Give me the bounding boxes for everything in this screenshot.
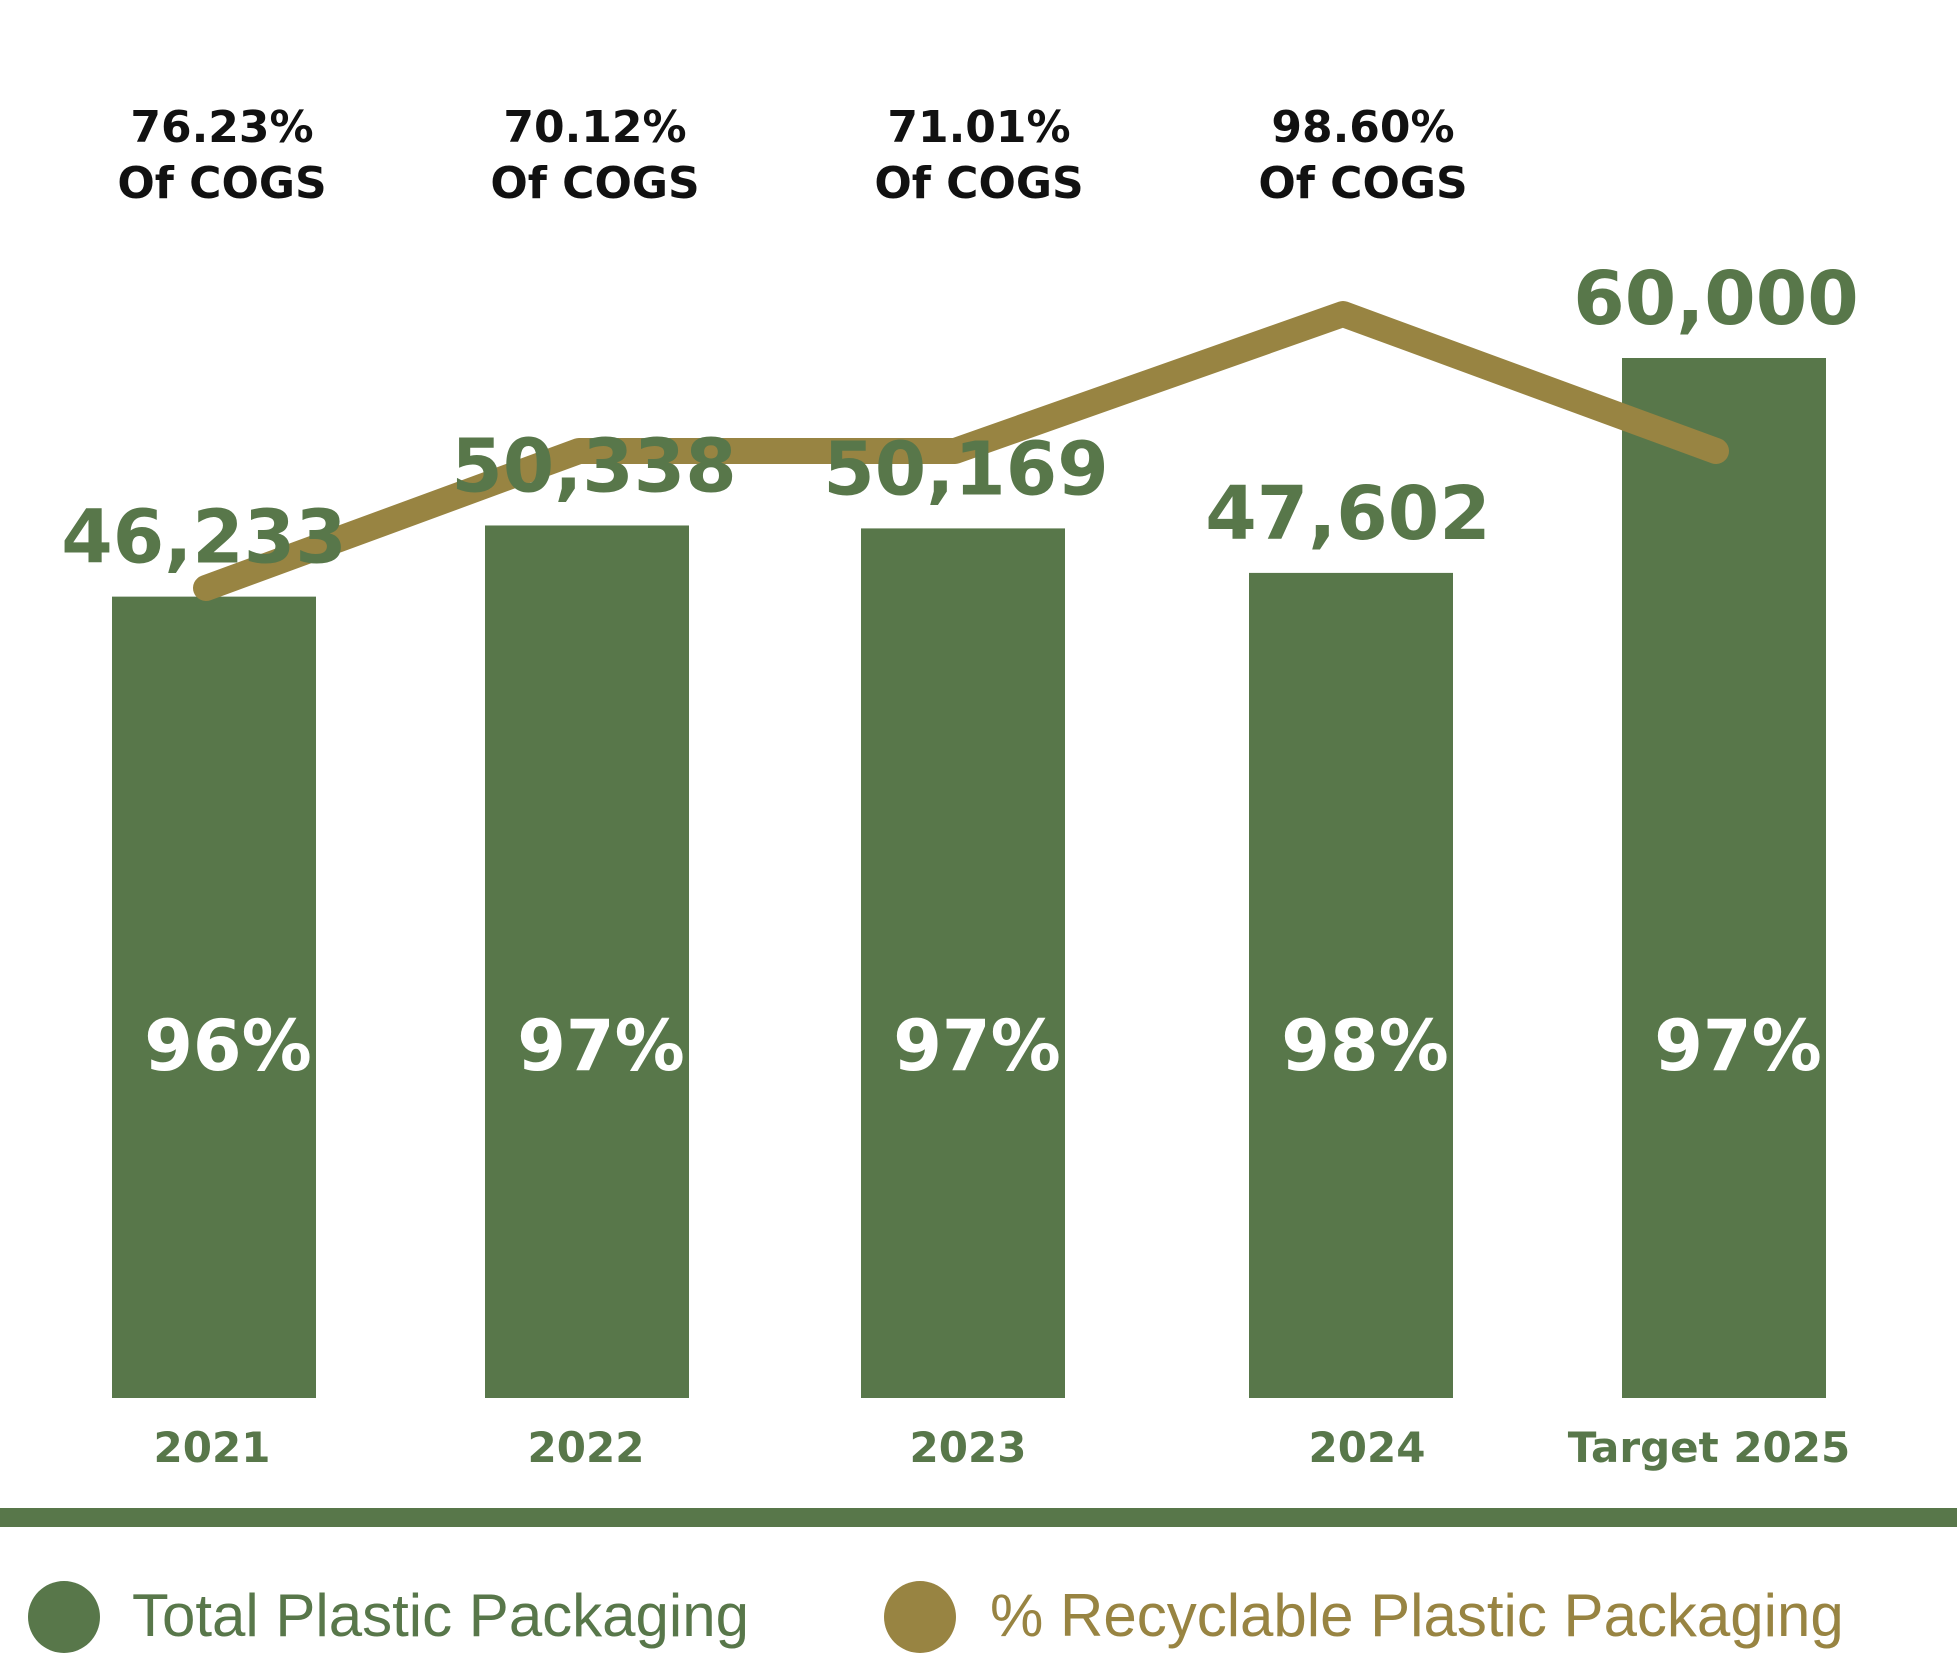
cogs-label-3-1: Of COGS <box>1258 158 1467 209</box>
cogs-label-1-0: 70.12% <box>503 102 686 153</box>
recyclable-point-4 <box>1714 449 1718 453</box>
cogs-label-0-0: 76.23% <box>130 102 313 153</box>
cogs-label-0-1: Of COGS <box>117 158 326 209</box>
category-label-4: Target 2025 <box>1568 1423 1850 1472</box>
value-label-3: 47,602 <box>1205 471 1491 557</box>
legend-label-recyclable: % Recyclable Plastic Packaging <box>990 1582 1844 1649</box>
value-label-0: 46,233 <box>61 495 347 581</box>
recyclable-point-1 <box>577 449 581 453</box>
recyclable-line-layer <box>193 301 1729 601</box>
percent-label-2: 97% <box>893 1005 1061 1087</box>
legend-marker-recyclable <box>884 1581 956 1653</box>
percent-labels: 96% 97% 97% 98% 97% <box>144 1005 1822 1087</box>
bar-total-4 <box>1622 358 1826 1398</box>
legend-label-total: Total Plastic Packaging <box>132 1582 749 1649</box>
legend-marker-total <box>28 1581 100 1653</box>
bars <box>112 358 1826 1398</box>
category-label-2: 2023 <box>910 1423 1027 1472</box>
cogs-label-2-0: 71.01% <box>887 102 1070 153</box>
bar-total-2 <box>861 528 1065 1398</box>
category-label-1: 2022 <box>528 1423 645 1472</box>
recyclable-point-2 <box>953 449 957 453</box>
category-label-3: 2024 <box>1309 1423 1426 1472</box>
bar-total-0 <box>112 596 316 1398</box>
bar-total-1 <box>485 525 689 1398</box>
value-labels: 46,233 50,338 50,169 47,602 60,000 <box>61 256 1859 581</box>
value-label-2: 50,169 <box>823 426 1109 512</box>
percent-label-4: 97% <box>1654 1005 1822 1087</box>
year-labels: 2021 2022 2023 2024 Target 2025 <box>154 1423 1851 1472</box>
legend: Total Plastic Packaging % Recyclable Pla… <box>28 1581 1844 1653</box>
percent-label-3: 98% <box>1281 1005 1449 1087</box>
category-label-0: 2021 <box>154 1423 271 1472</box>
value-label-4: 60,000 <box>1573 256 1859 342</box>
cogs-label-2-1: Of COGS <box>874 158 1083 209</box>
bar-total-3 <box>1249 572 1453 1398</box>
recyclable-point-0 <box>204 586 208 590</box>
cogs-label-3-0: 98.60% <box>1271 102 1454 153</box>
chart-divider <box>0 1508 1957 1527</box>
percent-label-0: 96% <box>144 1005 312 1087</box>
percent-label-1: 97% <box>517 1005 685 1087</box>
cogs-label-1-1: Of COGS <box>490 158 699 209</box>
recyclable-point-3 <box>1341 312 1345 316</box>
value-label-1: 50,338 <box>451 423 737 509</box>
